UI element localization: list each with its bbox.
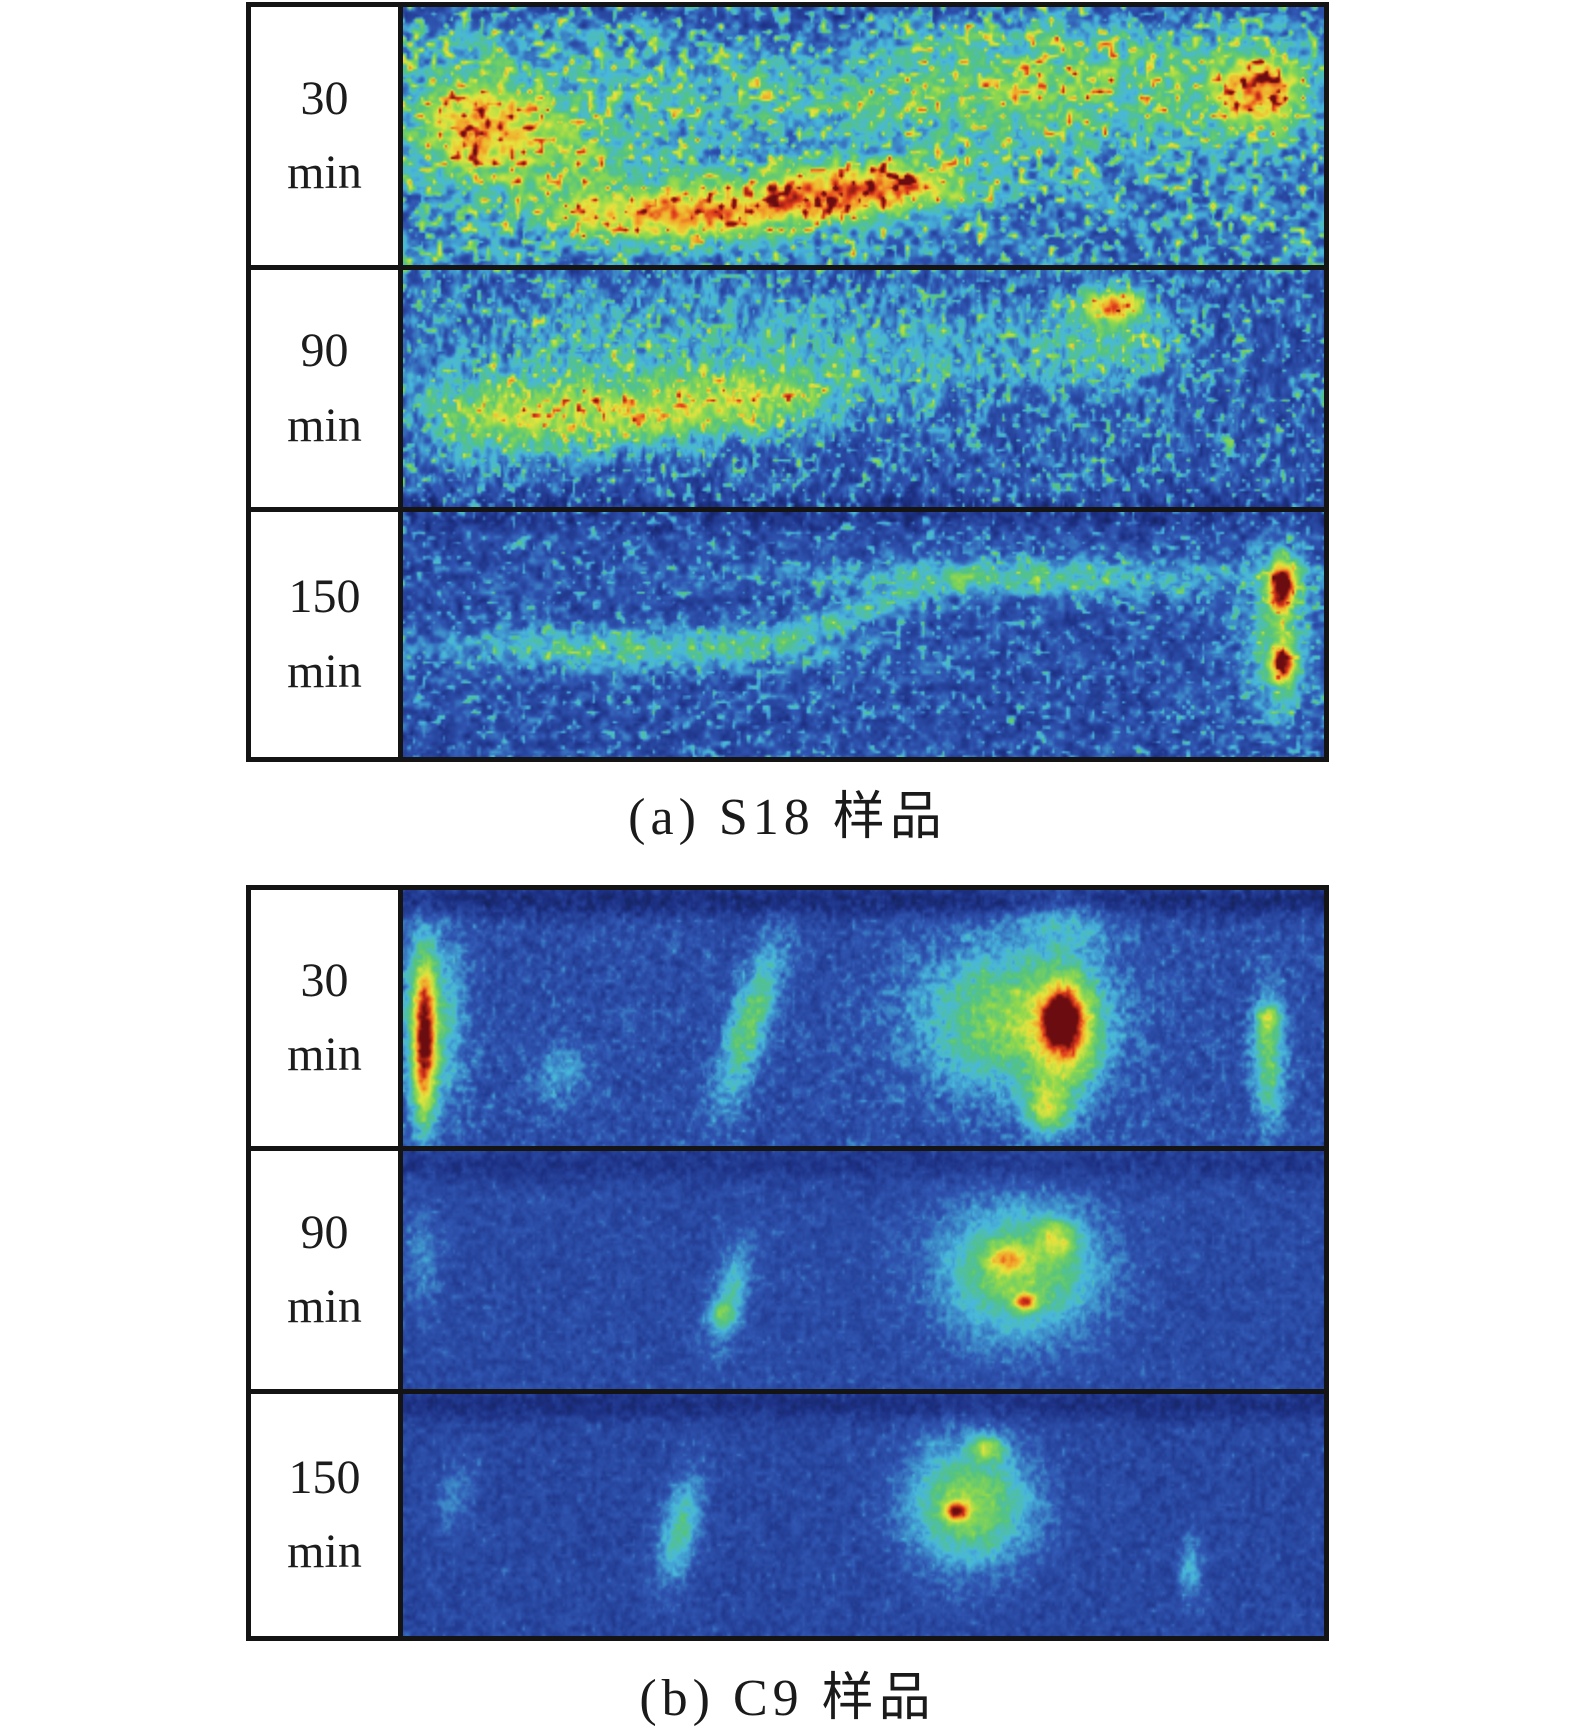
time-label-s18-30min: 30 min bbox=[251, 7, 403, 265]
row-s18-30min: 30 min bbox=[251, 7, 1324, 265]
heatmap-cell bbox=[403, 7, 1324, 265]
time-value: 30 bbox=[300, 71, 349, 125]
heatmap-canvas-c9-90min bbox=[403, 1151, 1324, 1389]
time-label-c9-150min: 150 min bbox=[251, 1394, 403, 1636]
time-label-s18-150min: 150 min bbox=[251, 512, 403, 757]
row-c9-150min: 150 min bbox=[251, 1389, 1324, 1636]
heatmap-canvas-c9-150min bbox=[403, 1394, 1324, 1636]
row-s18-150min: 150 min bbox=[251, 507, 1324, 757]
time-unit: min bbox=[287, 644, 362, 698]
heatmap-canvas-c9-30min bbox=[403, 890, 1324, 1146]
heatmap-canvas-s18-150min bbox=[403, 512, 1324, 757]
heatmap-canvas-s18-90min bbox=[403, 270, 1324, 507]
time-label-s18-90min: 90 min bbox=[251, 270, 403, 507]
caption-panel-b: (b) C9 样品 bbox=[639, 1670, 936, 1727]
row-s18-90min: 90 min bbox=[251, 265, 1324, 507]
time-unit: min bbox=[287, 1028, 362, 1081]
time-label-c9-90min: 90 min bbox=[251, 1151, 403, 1389]
time-unit: min bbox=[287, 398, 362, 452]
row-c9-90min: 90 min bbox=[251, 1146, 1324, 1389]
time-unit: min bbox=[287, 1280, 362, 1333]
time-value: 90 bbox=[300, 1205, 349, 1259]
time-value: 150 bbox=[288, 570, 361, 624]
caption-panel-a: (a) S18 样品 bbox=[628, 789, 947, 846]
time-unit: min bbox=[287, 1525, 362, 1578]
heatmap-cell bbox=[403, 890, 1324, 1146]
heatmap-canvas-s18-30min bbox=[403, 7, 1324, 265]
time-value: 90 bbox=[300, 324, 349, 378]
heatmap-cell bbox=[403, 512, 1324, 757]
panel-a-table: 30 min 90 min 150 min bbox=[246, 2, 1329, 762]
heatmap-cell bbox=[403, 270, 1324, 507]
time-value: 30 bbox=[300, 953, 349, 1007]
heatmap-cell bbox=[403, 1151, 1324, 1389]
heatmap-cell bbox=[403, 1394, 1324, 1636]
panel-b-table: 30 min 90 min 150 min bbox=[246, 885, 1329, 1641]
time-label-c9-30min: 30 min bbox=[251, 890, 403, 1146]
time-unit: min bbox=[287, 146, 362, 199]
time-value: 150 bbox=[288, 1450, 361, 1504]
row-c9-30min: 30 min bbox=[251, 890, 1324, 1146]
